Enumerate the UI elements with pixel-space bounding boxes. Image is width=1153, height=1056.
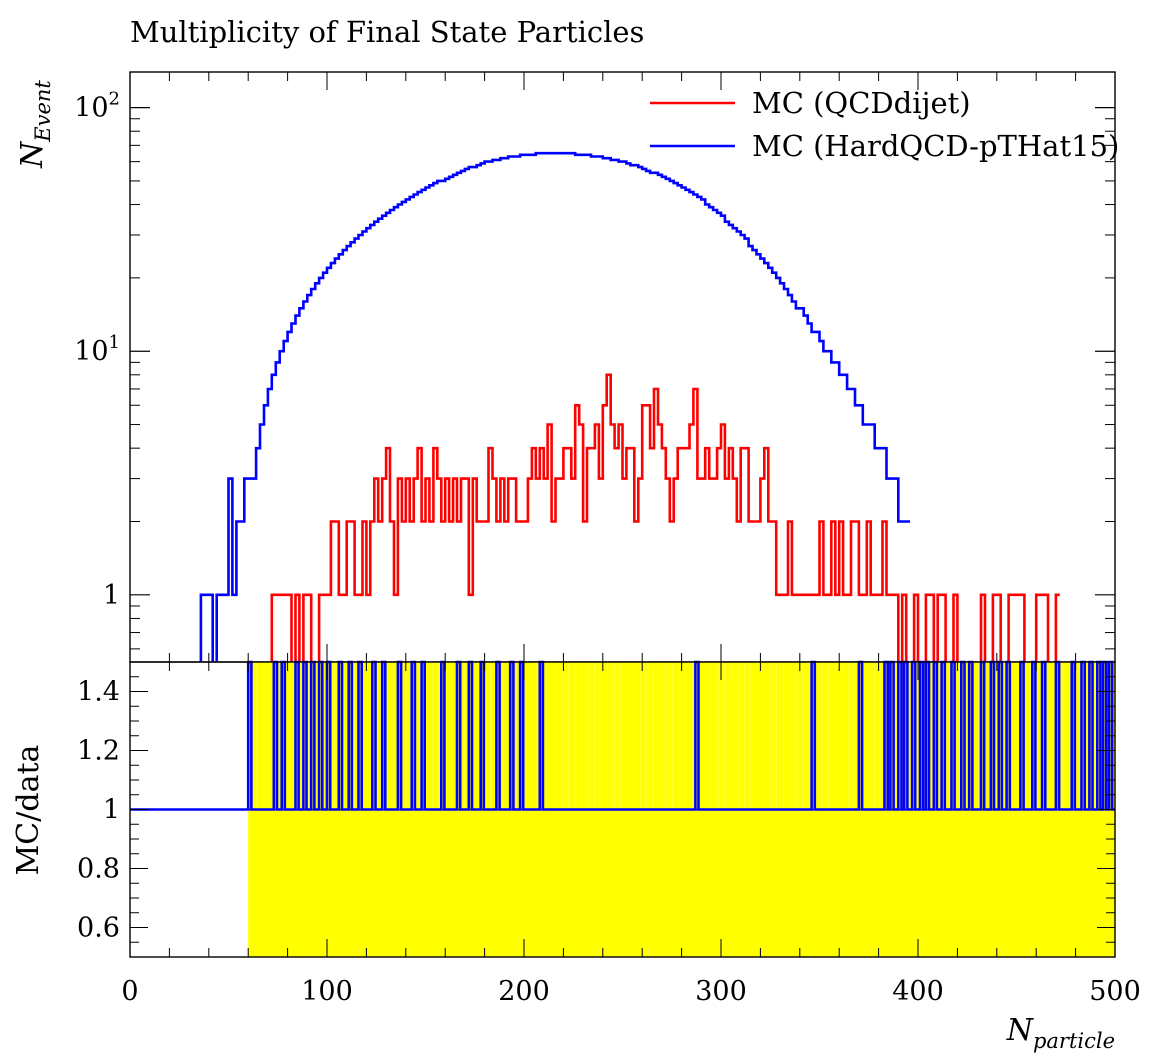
main-y-tick-base: 1: [103, 580, 120, 611]
ratio-y-tick-label: 1.2: [77, 736, 120, 767]
series-qcd-line: [270, 373, 1060, 662]
main-y-tick-label: 101: [74, 332, 120, 367]
ratio-y-label: MC/data: [11, 744, 46, 875]
main-y-tick-exp: 1: [109, 332, 120, 353]
main-y-tick-label: 1: [103, 580, 120, 611]
main-series: [199, 151, 1060, 662]
main-y-tick-label: 102: [74, 89, 120, 124]
ratio-plot: 0.6 0.8 1 1.2 1.4 0 100 200 300 400 500: [77, 660, 1141, 1007]
x-axis-label-main: N: [1006, 1013, 1035, 1048]
main-y-tick-base: 10: [74, 93, 108, 124]
x-axis-label-sub: particle: [1033, 1029, 1115, 1053]
x-tick-label: 200: [498, 976, 550, 1007]
y-axis-label-sub: Event: [31, 80, 55, 143]
x-tick-label: 300: [695, 976, 747, 1007]
ratio-y-tick-label: 0.6: [77, 913, 120, 944]
ratio-y-tick-label: 0.8: [77, 854, 120, 885]
x-tick-label: 100: [301, 976, 353, 1007]
ratio-y-ticks: 0.6 0.8 1 1.2 1.4: [77, 661, 1115, 958]
main-x-ticks: [129, 72, 1116, 662]
legend-label-hard: MC (HardQCD-pTHat15): [752, 129, 1119, 163]
legend: MC (QCDdijet) MC (HardQCD-pTHat15): [650, 86, 1119, 163]
chart-title: Multiplicity of Final State Particles: [130, 15, 644, 49]
x-tick-label: 400: [892, 976, 944, 1007]
x-ticks: 0 100 200 300 400 500: [121, 662, 1141, 1007]
svg-text:NEvent: NEvent: [15, 80, 55, 169]
ratio-y-tick-label: 1: [103, 795, 120, 826]
series-hard-line: [199, 151, 911, 662]
x-tick-label: 0: [121, 976, 138, 1007]
x-axis-label: Nparticle: [1006, 1013, 1115, 1053]
x-tick-label: 500: [1089, 976, 1141, 1007]
main-y-tick-exp: 2: [109, 89, 120, 110]
main-y-tick-base: 10: [74, 336, 108, 367]
y-axis-label-main: N: [15, 140, 50, 169]
y-axis-label: NEvent: [15, 80, 55, 169]
legend-label-qcd: MC (QCDdijet): [752, 86, 971, 120]
ratio-y-tick-label: 1.4: [77, 677, 120, 708]
